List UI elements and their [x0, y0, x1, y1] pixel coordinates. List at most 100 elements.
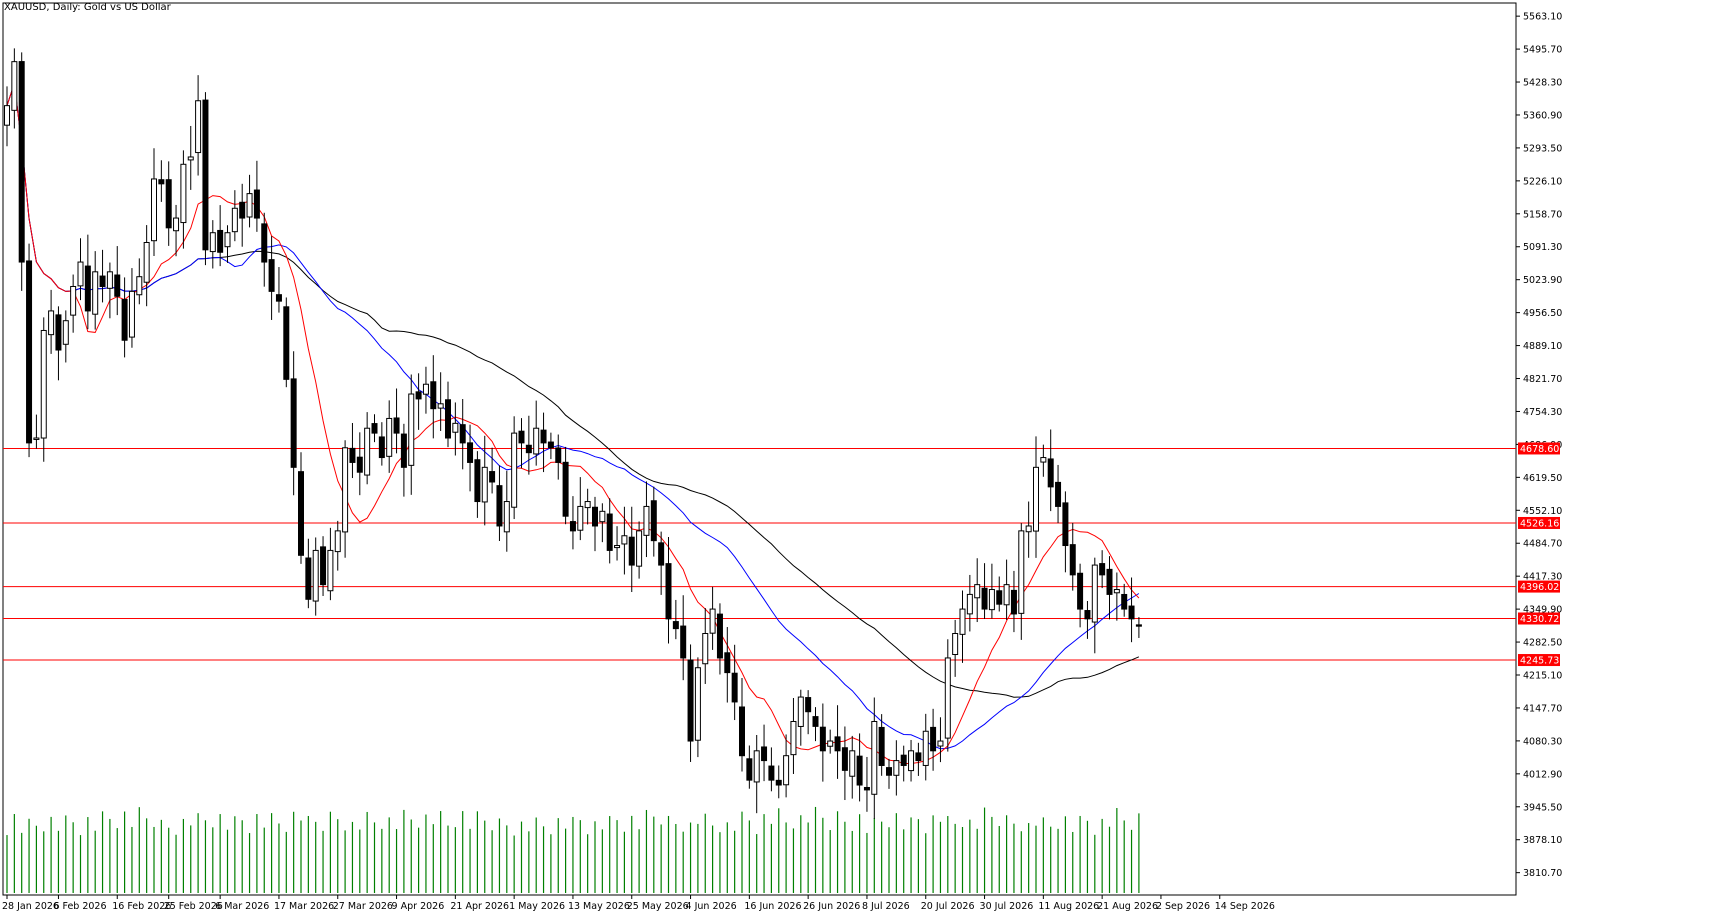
candle-body: [827, 740, 834, 747]
candle-body: [768, 765, 775, 781]
candle-body: [658, 542, 665, 566]
time-tick-label: 17 Mar 2026: [274, 901, 334, 912]
candle-body: [621, 535, 628, 545]
price-tick-label: 4349.90: [1523, 605, 1562, 616]
candle-body: [878, 726, 885, 766]
price-tick-label: 4012.90: [1523, 769, 1562, 780]
candle-body: [320, 546, 327, 586]
candle-body: [915, 752, 922, 762]
candle-body: [687, 659, 694, 742]
time-tick-label: 1 May 2026: [509, 901, 565, 912]
candle-body: [11, 61, 18, 111]
candle-body: [261, 223, 268, 263]
candle-body: [33, 437, 40, 440]
price-tick-label: 4552.10: [1523, 506, 1562, 517]
time-tick-label: 21 Aug 2026: [1097, 901, 1158, 912]
candle-body: [481, 466, 488, 503]
candle-body: [886, 767, 892, 776]
candle-body: [614, 545, 621, 549]
candle-body: [1047, 458, 1054, 488]
candle-body: [356, 456, 363, 473]
candle-body: [173, 217, 180, 232]
candle-body: [114, 274, 121, 297]
candle-body: [1010, 589, 1017, 615]
price-tick-label: 3878.10: [1523, 835, 1562, 846]
candle-body: [151, 178, 157, 242]
candle-body: [694, 667, 701, 741]
candle-body: [1135, 624, 1142, 627]
candle-body: [283, 306, 290, 380]
candle-body: [569, 521, 576, 532]
candle-body: [650, 500, 657, 542]
candle-body: [518, 430, 525, 444]
candle-body: [209, 232, 216, 253]
candle-body: [158, 179, 165, 185]
time-tick-label: 16 Feb 2026: [112, 901, 171, 912]
candle-body: [106, 271, 113, 289]
candle-body: [459, 424, 466, 444]
time-tick-label: 28 Jan 2026: [2, 901, 59, 912]
candle-body: [1077, 572, 1084, 610]
candle-body: [592, 506, 598, 527]
candle-body: [187, 156, 194, 161]
time-tick-label: 21 Apr 2026: [450, 901, 509, 912]
candle-body: [643, 505, 650, 536]
candle-body: [121, 298, 128, 341]
price-tick-label: 4889.10: [1523, 341, 1562, 352]
price-tick-label: 4417.30: [1523, 572, 1562, 583]
level-price-label: 4678.60: [1520, 444, 1559, 455]
price-tick-label: 4147.70: [1523, 703, 1562, 714]
candle-body: [99, 275, 106, 287]
candle-body: [92, 271, 99, 315]
candle-body: [584, 501, 591, 509]
candle-body: [819, 726, 826, 752]
candle-body: [371, 423, 378, 434]
candle-body: [628, 536, 635, 566]
candle-body: [224, 232, 231, 248]
candle-body: [445, 399, 451, 439]
candle-body: [422, 383, 429, 395]
candle-body: [849, 750, 856, 777]
candle-body: [547, 441, 554, 449]
candle-body: [62, 320, 69, 345]
level-price-tag: [1518, 654, 1560, 667]
candle-body: [996, 590, 1003, 605]
candle-body: [1018, 530, 1025, 614]
time-tick-label: 13 May 2026: [568, 901, 630, 912]
candle-body: [489, 471, 496, 483]
candle-body: [55, 314, 62, 351]
candle-body: [474, 459, 481, 503]
candle-body: [305, 557, 312, 600]
candle-body: [496, 485, 503, 527]
candle-body: [555, 447, 562, 463]
candle-body: [863, 786, 870, 791]
candle-body: [415, 391, 422, 400]
candle-body: [1084, 610, 1091, 620]
candle-body: [577, 505, 584, 531]
price-tick-label: 5158.70: [1523, 209, 1562, 220]
candle-body: [48, 310, 55, 336]
candle-body: [430, 381, 437, 410]
candle-body: [334, 530, 341, 553]
candle-body: [4, 105, 10, 126]
candle-body: [981, 587, 988, 610]
candle-body: [533, 427, 540, 455]
candle-body: [753, 750, 760, 783]
candle-body: [165, 179, 172, 229]
candle-body: [386, 417, 393, 457]
candle-body: [1062, 502, 1069, 547]
candle-body: [246, 193, 253, 218]
candle-body: [1106, 568, 1113, 595]
candle-body: [364, 427, 371, 476]
candle-body: [268, 259, 275, 292]
candle-body: [716, 613, 723, 659]
candle-body: [908, 750, 915, 772]
candle-body: [298, 471, 304, 556]
candle-body: [540, 429, 547, 444]
candle-body: [900, 754, 907, 766]
candle-body: [84, 265, 91, 312]
candle-body: [797, 696, 804, 727]
candle-body: [511, 432, 518, 508]
